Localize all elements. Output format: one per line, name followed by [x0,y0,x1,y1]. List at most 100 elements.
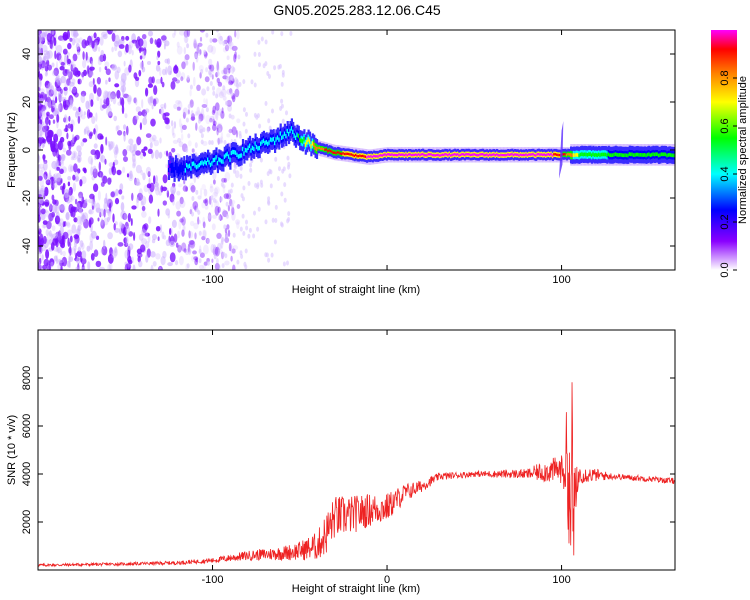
spectrogram-noise-cell [203,188,208,197]
spectrogram-ridge-core [436,153,439,157]
spectrogram-ridge-core [239,153,242,159]
spectrogram-noise-cell [147,61,151,65]
spectrogram-noise-cell [144,232,150,237]
spectrogram-noise-cell [209,117,213,123]
spectrogram-noise-cell [280,81,284,87]
spectrogram-noise-cell [162,250,167,259]
spectrogram-noise-cell [150,118,156,127]
spectrogram-ridge-core [431,154,434,157]
spectrogram-noise-cell [228,80,234,86]
spectrogram-noise-cell [199,49,202,55]
spectrogram-noise-cell [83,128,87,135]
spectrogram-noise-cell [116,169,122,176]
spectrogram-ridge-core [528,153,531,156]
spectrogram-noise-cell [111,63,117,70]
spectrogram-ridge-core [315,146,319,152]
spectrogram-noise-cell [100,181,105,187]
spectrogram-ridge-core [244,147,247,153]
spectrogram-noise-cell [140,200,144,206]
spectrogram-noise-cell [56,114,60,123]
spectrogram-noise-cell [256,226,260,232]
spectrogram-noise-cell [170,120,174,127]
spectrogram-noise-cell [176,210,182,217]
spectrogram-noise-cell [267,257,271,263]
spectrogram-noise-cell [81,71,85,78]
spectrogram-noise-cell [172,77,178,82]
spectrogram-noise-cell [230,76,234,82]
spectrogram-ridge-core [637,152,640,157]
spectrogram-ridge-core [299,137,302,143]
spectrogram-noise-cell [258,62,261,68]
spectrogram-ridge-core [384,153,387,156]
spectrogram-noise-cell [235,219,241,225]
spectrogram-ridge-core [169,163,172,168]
spectrogram-noise-cell [209,115,215,121]
spectrogram-noise-cell [197,42,203,47]
spectrogram-ridge-core [396,154,400,157]
spectrogram-noise-cell [57,246,61,254]
spectrogram-noise-cell [38,235,41,246]
spectrogram-noise-cell [211,223,216,231]
spectrogram-noise-cell [112,95,117,105]
spectrogram-noise-cell [153,85,158,96]
spectrogram-ridge-core [507,153,510,156]
spectrogram-ridge-core [459,153,462,157]
spectrogram-ridge-core [469,153,472,157]
spectrogram-noise-cell [59,218,64,228]
spectrogram-ridge-core [420,153,423,156]
spectrogram-noise-cell [68,115,71,122]
spectrogram-noise-cell [268,125,272,131]
spectrogram-noise-cell [64,99,70,108]
spectrogram-noise-cell [98,66,102,73]
spectrogram-ridge-core [539,153,542,156]
spectrogram-ridge-core [530,153,534,156]
spectrogram-noise-cell [191,211,194,217]
spectrogram-noise-cell [56,52,62,61]
spectrogram-noise-cell [51,194,55,201]
spectrogram-noise-cell [76,154,82,163]
spectrogram-noise-cell [44,125,50,131]
spectrogram-noise-cell [73,217,78,223]
spectrogram-noise-cell [215,93,219,99]
snr-ticks: -100 0 100 2000 4000 6000 8000 [21,330,675,586]
spectrogram-noise-cell [259,179,263,185]
colorbar-tick-label: 0.0 [719,262,731,277]
spectrogram-noise-cell [217,242,222,251]
spectrogram-noise-cell [227,104,233,112]
spectrogram-ridge-core [627,153,630,158]
spectrogram-noise-cell [211,109,216,115]
spectrogram-noise-cell [203,244,209,255]
spectrogram-noise-cell [68,71,73,80]
spectrogram-noise-cell [231,126,237,136]
spectrogram-noise-cell [77,168,81,174]
spectrogram-ridge-core [669,152,672,157]
spectrogram-noise-cell [162,200,167,206]
spectrogram-noise-cell [188,240,195,245]
spectrogram-noise-cell [228,68,231,74]
spectrogram-noise-cell [107,232,113,240]
spectrogram-noise-cell [100,49,105,57]
spectrogram-noise-cell [43,174,47,180]
spectrogram-noise-cell [49,169,52,178]
spectrogram-ridge-core [476,154,479,157]
spectrogram-ridge-core [426,154,429,157]
spectrogram-noise-cell [59,136,65,143]
spectrogram-ridge-core [412,153,415,157]
spectrogram-noise-cell [148,194,154,204]
spectrogram-noise-cell [117,50,123,58]
spectrogram-ridge-core [355,153,358,157]
spectrogram-noise-cell [186,43,190,49]
spectrogram-ridge-core [574,153,577,158]
spectrogram-ridge-core [195,165,198,170]
spectrogram-ridge-core [388,153,391,156]
spectrogram-noise-cell [203,49,207,55]
spectrogram-noise-cell [193,222,199,230]
spectrogram-ridge-core [359,154,362,157]
spectrogram-noise-cell [51,225,56,232]
spectrogram-noise-cell [137,192,143,201]
spectrogram-noise-cell [59,204,65,211]
spectrogram-noise-cell [229,245,235,254]
spectrogram-noise-cell [95,207,102,214]
spectrogram-noise-cell [65,221,68,227]
spectrogram-noise-cell [135,106,141,113]
